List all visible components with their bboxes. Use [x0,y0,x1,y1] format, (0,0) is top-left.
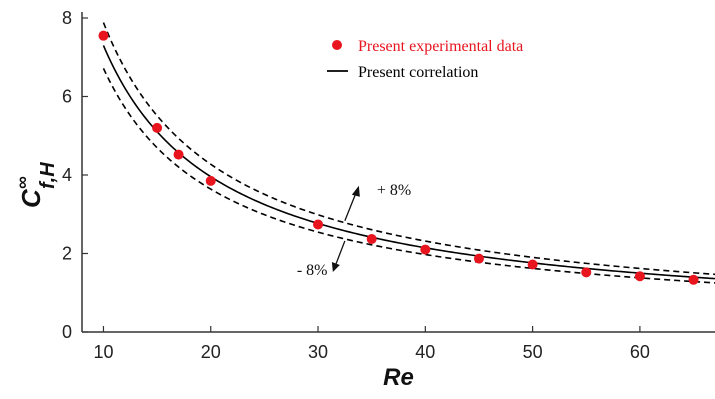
upper-band-arrowhead [351,185,360,197]
upper-band-label: + 8% [377,182,411,199]
data-point [98,30,109,41]
data-point [173,149,184,160]
lower-band-label: - 8% [297,262,328,279]
y-axis-title: C ∞ f,H [12,162,59,208]
y-tick-label: 2 [62,244,72,264]
lower-band-arrow [334,240,346,268]
lower-8-percent-curve [102,68,715,284]
data-point [152,122,163,133]
x-axis-title: Re [383,364,414,391]
y-tick-label: 6 [62,87,72,107]
x-tick-label: 30 [308,342,328,362]
x-tick-label: 10 [93,342,113,362]
data-point [688,274,699,285]
y-ticks: 0 2 4 6 8 [62,8,88,342]
y-tick-label: 0 [62,322,72,342]
data-point [313,219,324,230]
x-tick-label: 40 [415,342,435,362]
legend: Present experimental data Present correl… [327,38,523,81]
legend-label-experimental: Present experimental data [358,38,523,55]
data-point [634,271,645,282]
y-tick-label: 4 [62,165,72,185]
x-tick-label: 50 [523,342,543,362]
band-annotations: + 8% - 8% [297,182,411,279]
y-tick-label: 8 [62,8,72,28]
y-axis-title-base: C [16,188,46,208]
axes: 10 20 30 40 50 60 0 2 4 6 8 [62,8,715,362]
y-axis-title-subscript: f,H [37,162,59,189]
x-ticks: 10 20 30 40 50 60 [93,326,650,362]
legend-marker-experimental [332,40,342,50]
upper-8-percent-curve [102,22,715,276]
data-point [205,175,216,186]
data-points [98,30,699,285]
correlation-curve [102,45,715,280]
upper-band-arrow [344,190,358,222]
lower-band-arrowhead [331,261,340,272]
y-axis-title-superscript: ∞ [12,176,32,189]
data-point [420,244,431,255]
curves [102,22,715,284]
data-point [366,233,377,244]
data-point [581,267,592,278]
x-tick-label: 60 [630,342,650,362]
data-point [527,259,538,270]
legend-label-correlation: Present correlation [358,64,478,81]
data-point [473,253,484,264]
x-tick-label: 20 [201,342,221,362]
